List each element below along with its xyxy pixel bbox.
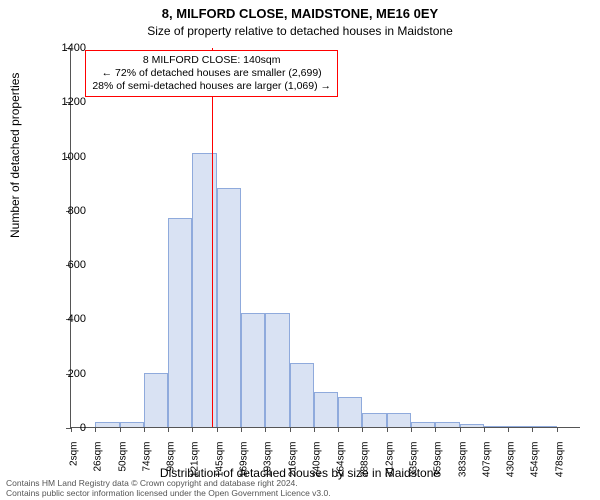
- axes: 2sqm26sqm50sqm74sqm98sqm121sqm145sqm169s…: [70, 48, 580, 428]
- y-tick-label: 0: [46, 422, 86, 434]
- footer-attribution: Contains HM Land Registry data © Crown c…: [6, 479, 331, 498]
- annotation-line-larger: 28% of semi-detached houses are larger (…: [92, 80, 331, 93]
- y-tick-label: 400: [46, 313, 86, 325]
- chart-container: 8, MILFORD CLOSE, MAIDSTONE, ME16 0EY Si…: [0, 0, 600, 500]
- x-tick-mark: [460, 427, 461, 432]
- histogram-bar: [387, 413, 411, 427]
- x-tick-mark: [532, 427, 533, 432]
- histogram-bar: [290, 363, 314, 427]
- histogram-bar: [314, 392, 338, 427]
- y-tick-label: 800: [46, 205, 86, 217]
- histogram-bar: [265, 313, 289, 427]
- x-tick-mark: [338, 427, 339, 432]
- x-tick-mark: [387, 427, 388, 432]
- x-tick-mark: [435, 427, 436, 432]
- histogram-bar: [217, 188, 241, 427]
- x-tick-mark: [557, 427, 558, 432]
- histogram-bar: [532, 426, 556, 427]
- annotation-box: 8 MILFORD CLOSE: 140sqm← 72% of detached…: [85, 50, 338, 97]
- x-tick-mark: [95, 427, 96, 432]
- histogram-bar: [411, 422, 435, 427]
- histogram-bar: [120, 422, 144, 427]
- histogram-bar: [362, 413, 386, 427]
- histogram-bar: [241, 313, 265, 427]
- histogram-bar: [435, 422, 459, 427]
- histogram-bar: [508, 426, 532, 427]
- x-tick-mark: [144, 427, 145, 432]
- histogram-bar: [460, 424, 484, 427]
- histogram-bar: [484, 426, 508, 427]
- x-tick-mark: [120, 427, 121, 432]
- y-tick-label: 600: [46, 259, 86, 271]
- x-tick-mark: [362, 427, 363, 432]
- chart-subtitle: Size of property relative to detached ho…: [0, 24, 600, 38]
- annotation-line-property: 8 MILFORD CLOSE: 140sqm: [92, 54, 331, 67]
- histogram-bar: [192, 153, 216, 427]
- x-tick-mark: [508, 427, 509, 432]
- y-tick-label: 200: [46, 368, 86, 380]
- histogram-bar: [144, 373, 168, 427]
- y-tick-label: 1400: [46, 42, 86, 54]
- y-axis-label: Number of detached properties: [8, 73, 22, 238]
- x-tick-mark: [241, 427, 242, 432]
- histogram-bar: [168, 218, 192, 427]
- x-tick-mark: [265, 427, 266, 432]
- y-tick-label: 1200: [46, 96, 86, 108]
- x-tick-mark: [411, 427, 412, 432]
- plot-area: 2sqm26sqm50sqm74sqm98sqm121sqm145sqm169s…: [70, 48, 580, 428]
- x-tick-mark: [192, 427, 193, 432]
- chart-title-address: 8, MILFORD CLOSE, MAIDSTONE, ME16 0EY: [0, 6, 600, 21]
- x-tick-mark: [290, 427, 291, 432]
- y-tick-label: 1000: [46, 151, 86, 163]
- property-marker-line: [212, 48, 213, 427]
- x-tick-mark: [217, 427, 218, 432]
- histogram-bar: [95, 422, 119, 427]
- histogram-bar: [338, 397, 362, 427]
- x-tick-mark: [314, 427, 315, 432]
- x-tick-mark: [168, 427, 169, 432]
- x-tick-mark: [484, 427, 485, 432]
- annotation-line-smaller: ← 72% of detached houses are smaller (2,…: [92, 67, 331, 80]
- footer-line-2: Contains public sector information licen…: [6, 489, 331, 498]
